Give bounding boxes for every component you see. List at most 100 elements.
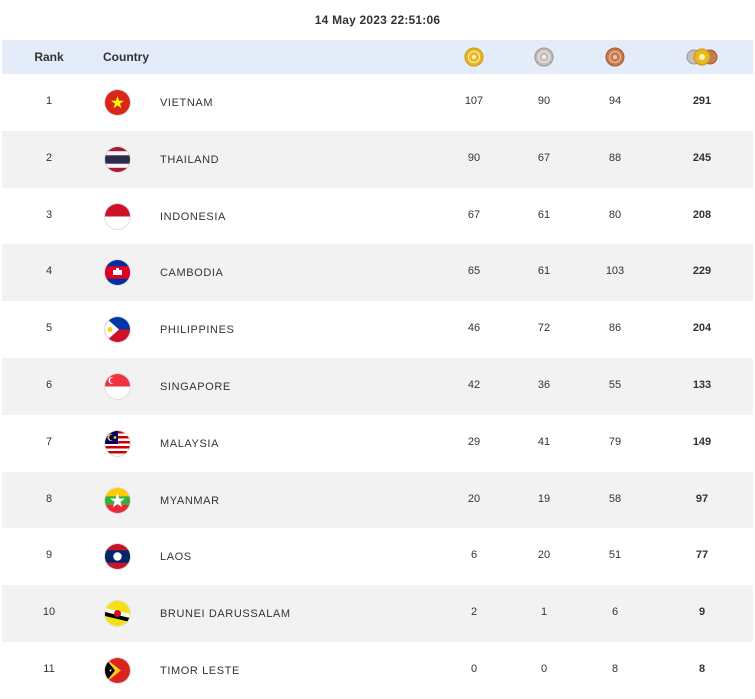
- total-count: 245: [692, 151, 712, 164]
- silver-count: 61: [537, 265, 551, 278]
- bronze-count: 51: [608, 549, 622, 562]
- bronze-count: 88: [608, 151, 622, 164]
- silver-count: 41: [537, 435, 551, 448]
- silver-count: 0: [540, 662, 548, 675]
- rank-header[interactable]: Rank: [34, 50, 64, 64]
- total-count: 149: [692, 435, 712, 448]
- silver-count: 19: [537, 492, 551, 505]
- gold-header[interactable]: [444, 46, 504, 68]
- rank-cell: 3: [45, 208, 53, 221]
- country-name[interactable]: MALAYSIA: [160, 437, 220, 450]
- thailand-flag-icon: [105, 146, 130, 172]
- country-name[interactable]: MYANMAR: [160, 494, 220, 507]
- rank-cell: 6: [45, 378, 53, 391]
- bronze-header[interactable]: [585, 46, 645, 68]
- rank-cell: 11: [43, 662, 55, 675]
- silver-header[interactable]: [514, 46, 574, 68]
- singapore-flag-icon: [105, 373, 130, 399]
- silver-medal-icon: [534, 47, 554, 67]
- table-row[interactable]: 8 MYANMAR 20 19 58 97: [2, 471, 753, 529]
- table-row[interactable]: 10 BRUNEI DARUSSALAM 2 1 6 9: [2, 585, 753, 642]
- gold-count: 90: [467, 151, 481, 164]
- myanmar-flag-icon: [105, 487, 130, 513]
- total-count: 8: [698, 662, 706, 675]
- bronze-count: 6: [611, 606, 619, 619]
- gold-count: 6: [470, 549, 478, 562]
- table-row[interactable]: 5 PHILIPPINES 46 72 86 204: [2, 301, 753, 358]
- country-name[interactable]: INDONESIA: [160, 210, 226, 223]
- rank-cell: 10: [42, 606, 56, 619]
- table-header: Rank Country: [2, 40, 753, 74]
- silver-count: 1: [540, 606, 548, 619]
- rank-cell: 5: [45, 322, 53, 335]
- country-name[interactable]: CAMBODIA: [160, 267, 224, 280]
- laos-flag-icon: [105, 544, 130, 570]
- total-header[interactable]: [672, 46, 732, 68]
- gold-count: 29: [467, 435, 481, 448]
- bronze-count: 94: [608, 95, 622, 107]
- total-count: 291: [692, 95, 712, 107]
- total-count: 204: [692, 322, 712, 335]
- silver-count: 72: [537, 322, 551, 335]
- total-medals-icon: [686, 48, 718, 66]
- table-row[interactable]: 3 INDONESIA 67 61 80 208: [2, 188, 753, 245]
- total-count: 9: [698, 606, 706, 619]
- vietnam-flag-icon: [105, 90, 130, 115]
- table-row[interactable]: 7 MALAYSIA 29 41 79 149: [2, 415, 753, 472]
- bronze-medal-icon: [605, 47, 625, 67]
- country-name[interactable]: PHILIPPINES: [160, 324, 235, 337]
- total-count: 229: [692, 265, 712, 278]
- timor-leste-flag-icon: [105, 657, 130, 683]
- bronze-count: 86: [608, 322, 622, 335]
- country-name[interactable]: LAOS: [160, 551, 192, 564]
- total-count: 208: [692, 208, 712, 221]
- country-name[interactable]: THAILAND: [160, 153, 220, 166]
- bronze-count: 58: [608, 492, 622, 505]
- gold-count: 107: [464, 95, 484, 107]
- bronze-count: 8: [611, 662, 619, 675]
- total-count: 77: [695, 549, 709, 562]
- silver-count: 90: [537, 95, 551, 107]
- philippines-flag-icon: [105, 317, 130, 343]
- bronze-count: 80: [608, 208, 622, 221]
- silver-count: 67: [537, 151, 551, 164]
- rank-cell: 1: [45, 95, 53, 107]
- bronze-count: 55: [608, 378, 622, 391]
- silver-count: 20: [537, 549, 551, 562]
- silver-count: 36: [537, 378, 551, 391]
- country-name[interactable]: SINGAPORE: [160, 380, 231, 393]
- gold-count: 42: [467, 378, 481, 391]
- rank-cell: 9: [45, 549, 53, 562]
- gold-count: 0: [470, 662, 478, 675]
- cambodia-flag-icon: [105, 260, 130, 286]
- table-row[interactable]: 11 TIMOR LESTE 0 0 8 8: [2, 642, 753, 699]
- country-name[interactable]: TIMOR LESTE: [160, 664, 240, 677]
- country-header[interactable]: Country: [103, 50, 149, 64]
- medal-table: Rank Country: [2, 40, 753, 699]
- rank-cell: 8: [45, 492, 53, 505]
- total-count: 97: [695, 492, 709, 505]
- table-row[interactable]: 6 SINGAPORE 42 36 55 133: [2, 357, 753, 415]
- gold-count: 2: [470, 606, 478, 619]
- table-row[interactable]: 2 THAILAND 90 67 88 245: [2, 130, 753, 188]
- indonesia-flag-icon: [105, 203, 130, 229]
- malaysia-flag-icon: [105, 430, 130, 456]
- bronze-count: 79: [608, 435, 622, 448]
- gold-count: 67: [467, 208, 481, 221]
- gold-medal-icon: [464, 47, 484, 67]
- country-name[interactable]: BRUNEI DARUSSALAM: [160, 608, 291, 621]
- timestamp: 14 May 2023 22:51:06: [314, 13, 441, 27]
- table-row[interactable]: 1 VIETNAM 107 90 94 291: [2, 74, 753, 131]
- table-body: 1 VIETNAM 107 90 94 291 2 THAILAND 90 67 88 245 3 IND…: [2, 74, 753, 699]
- table-row[interactable]: 9 LAOS 6 20 51 77: [2, 528, 753, 585]
- gold-count: 46: [467, 322, 481, 335]
- rank-cell: 4: [45, 265, 53, 278]
- total-count: 133: [692, 378, 712, 391]
- country-name[interactable]: VIETNAM: [160, 97, 214, 109]
- table-row[interactable]: 4 CAMBODIA 65 61 103 229: [2, 244, 753, 302]
- gold-count: 65: [467, 265, 481, 278]
- brunei-flag-icon: [105, 601, 130, 627]
- bronze-count: 103: [605, 265, 625, 278]
- gold-count: 20: [467, 492, 481, 505]
- rank-cell: 2: [45, 151, 53, 164]
